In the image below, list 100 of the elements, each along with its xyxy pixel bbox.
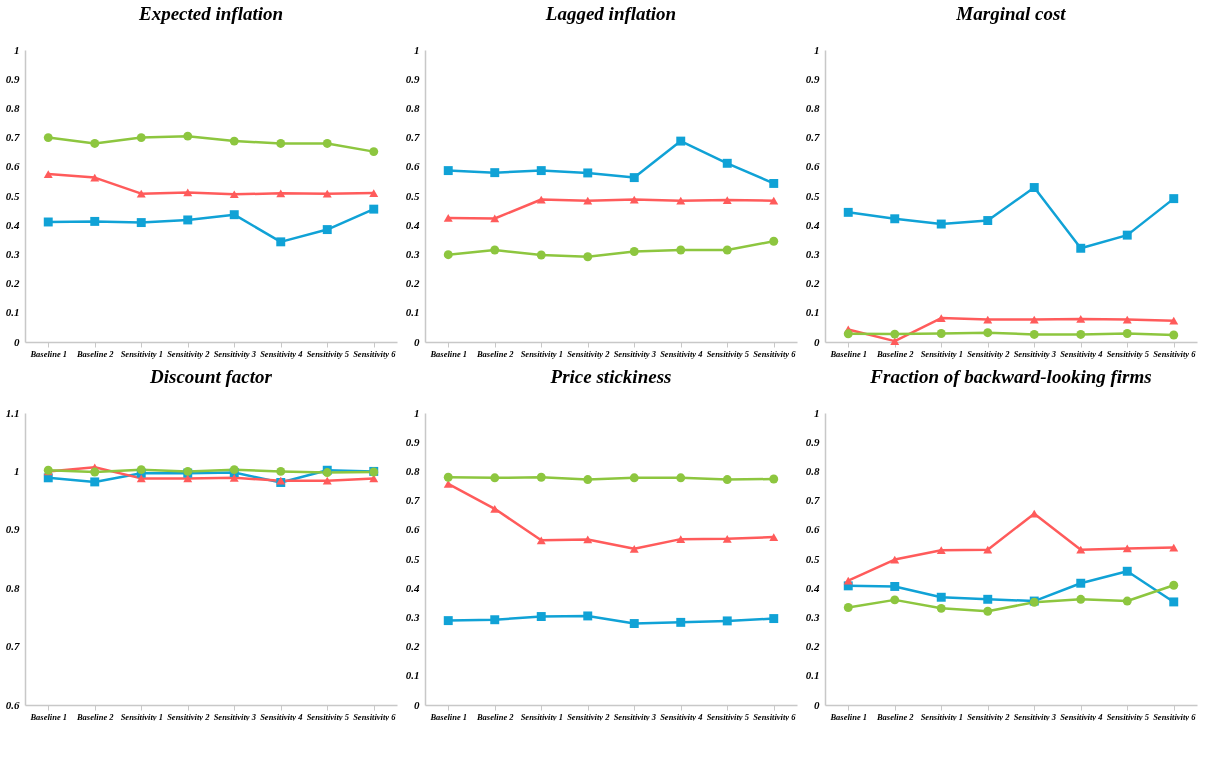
- point: [936, 546, 946, 555]
- y-tick-label: 0.4: [805, 218, 820, 231]
- y-tick-label: 1: [414, 406, 420, 419]
- x-tick-label: Sensitivity 2: [567, 711, 611, 722]
- y-tick-label: 0.5: [805, 189, 820, 202]
- x-tick-label: Baseline 2: [475, 348, 515, 359]
- chart-title: Expected inflation: [137, 3, 284, 24]
- x-tick-label: Sensitivity 6: [1153, 711, 1197, 722]
- point: [983, 216, 993, 225]
- x-tick-label: Baseline 1: [829, 348, 868, 359]
- point: [43, 170, 53, 178]
- point: [229, 136, 239, 146]
- y-tick-label: 0.2: [405, 277, 420, 290]
- x-tick-label: Sensitivity 6: [1153, 348, 1197, 359]
- y-tick-label: 0.2: [805, 277, 820, 290]
- x-tick-label: Sensitivity 4: [660, 348, 703, 359]
- y-tick-label: 0.7: [805, 494, 820, 507]
- y-tick-label: 1: [14, 43, 20, 56]
- y-tick-label: 0.8: [405, 464, 420, 477]
- x-tick-label: Sensitivity 5: [1106, 348, 1150, 359]
- y-tick-label: 0.5: [405, 552, 420, 565]
- point: [322, 225, 332, 235]
- point: [676, 136, 686, 146]
- point: [843, 329, 853, 339]
- y-tick-label: 0.4: [5, 218, 20, 231]
- y-tick-label: 0.7: [5, 640, 20, 653]
- x-tick-label: Sensitivity 1: [520, 348, 563, 359]
- point: [676, 617, 686, 627]
- point: [722, 245, 732, 255]
- point: [983, 606, 993, 616]
- x-tick-label: Baseline 2: [875, 711, 915, 722]
- y-tick-label: 0.9: [805, 72, 820, 85]
- point: [443, 250, 453, 260]
- point: [1122, 596, 1132, 606]
- point: [936, 592, 946, 602]
- y-tick-label: 0.8: [405, 101, 420, 114]
- point: [322, 138, 332, 148]
- x-tick-label: Baseline 1: [429, 348, 468, 359]
- point: [629, 619, 639, 628]
- x-tick-label: Sensitivity 1: [920, 711, 963, 722]
- x-tick-label: Sensitivity 6: [753, 711, 797, 722]
- point: [769, 178, 779, 188]
- y-tick-label: 0: [814, 335, 820, 348]
- point: [136, 474, 146, 483]
- x-tick-label: Sensitivity 3: [1013, 348, 1057, 359]
- y-tick-label: 0.1: [5, 306, 20, 319]
- point: [583, 535, 593, 544]
- point: [890, 329, 900, 339]
- point: [983, 545, 993, 554]
- point: [1029, 183, 1039, 192]
- x-tick-label: Sensitivity 1: [520, 711, 563, 722]
- point: [983, 594, 993, 604]
- y-tick-label: 0.9: [5, 523, 20, 536]
- x-tick-label: Baseline 2: [75, 348, 115, 359]
- point: [136, 189, 146, 198]
- point: [443, 472, 453, 482]
- y-tick-label: 0.4: [405, 218, 420, 231]
- point: [769, 236, 779, 246]
- point: [1169, 194, 1179, 204]
- point: [583, 196, 593, 205]
- chart-title: Lagged inflation: [544, 3, 677, 24]
- y-tick-label: 0.2: [805, 640, 820, 653]
- point: [1076, 594, 1086, 604]
- point: [629, 173, 639, 183]
- y-tick-label: 0.8: [5, 581, 20, 594]
- point: [229, 473, 239, 482]
- point: [1122, 230, 1132, 240]
- x-tick-label: Baseline 2: [475, 711, 515, 722]
- y-tick-label: 0.6: [805, 160, 820, 173]
- point: [1076, 315, 1086, 323]
- point: [1076, 243, 1086, 253]
- y-tick-label: 0.6: [405, 523, 420, 536]
- x-tick-label: Baseline 2: [875, 348, 915, 359]
- point: [369, 147, 379, 157]
- y-tick-label: 0.9: [5, 72, 20, 85]
- x-tick-label: Sensitivity 3: [213, 711, 257, 722]
- point: [536, 472, 546, 482]
- point: [722, 616, 732, 626]
- x-tick-label: Sensitivity 5: [706, 711, 750, 722]
- x-tick-label: Sensitivity 6: [753, 348, 797, 359]
- x-tick-label: Sensitivity 4: [660, 711, 703, 722]
- point: [722, 475, 732, 485]
- x-tick-label: Sensitivity 1: [920, 348, 963, 359]
- y-tick-label: 0.8: [5, 101, 20, 114]
- point: [1169, 597, 1179, 607]
- y-tick-label: 0.9: [805, 435, 820, 448]
- y-tick-label: 1: [14, 464, 20, 477]
- y-tick-label: 0.5: [5, 189, 20, 202]
- y-tick-label: 1: [814, 406, 820, 419]
- point: [583, 475, 593, 485]
- point: [90, 467, 100, 477]
- point: [276, 237, 286, 247]
- point: [1076, 578, 1086, 588]
- x-tick-label: Sensitivity 4: [1060, 711, 1103, 722]
- point: [229, 210, 239, 220]
- point: [43, 217, 53, 227]
- point: [90, 216, 100, 226]
- x-tick-label: Sensitivity 4: [260, 711, 303, 722]
- x-tick-label: Sensitivity 5: [306, 711, 350, 722]
- x-tick-label: Sensitivity 3: [1013, 711, 1057, 722]
